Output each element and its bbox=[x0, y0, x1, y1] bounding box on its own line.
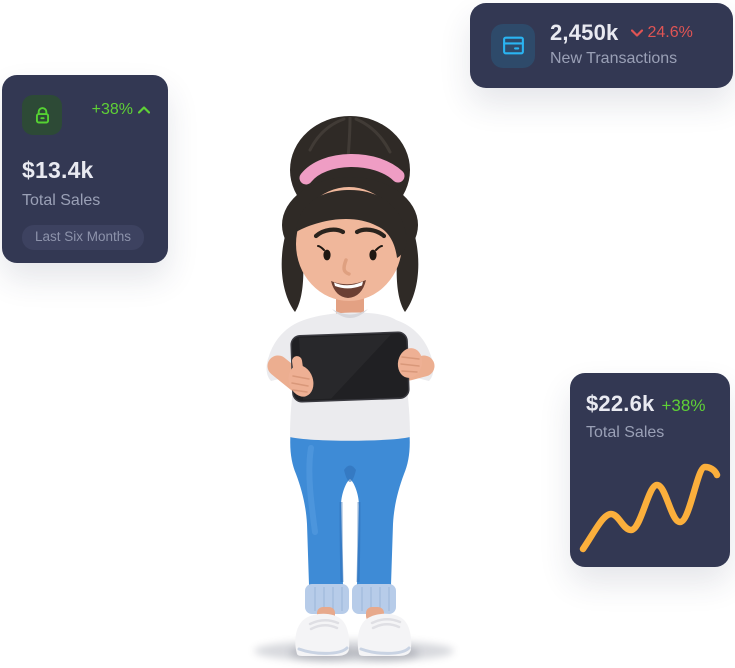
jeans bbox=[290, 428, 410, 589]
change-indicator: 24.6% bbox=[630, 24, 693, 42]
change-value: 24.6% bbox=[647, 24, 693, 42]
ground-shadow bbox=[254, 640, 454, 662]
headband bbox=[299, 154, 405, 185]
stat-value: 2,450k bbox=[550, 20, 619, 46]
eyes bbox=[323, 249, 377, 261]
hands bbox=[288, 348, 423, 397]
hair-fringe bbox=[296, 190, 407, 258]
chevron-up-icon bbox=[138, 106, 150, 114]
change-value: +38% bbox=[91, 101, 133, 118]
forearms bbox=[267, 355, 435, 394]
total-sales-card: +38% $13.4k Total Sales Last Six Months bbox=[2, 75, 168, 263]
stat-label: New Transactions bbox=[550, 50, 678, 68]
stat-label: Total Sales bbox=[22, 192, 101, 209]
change-indicator: +38% bbox=[92, 102, 150, 118]
total-sales-chart-card: $22.6k +38% Total Sales bbox=[570, 373, 730, 567]
stat-label: Total Sales bbox=[586, 424, 665, 441]
credit-card-icon bbox=[491, 23, 535, 68]
face bbox=[296, 187, 402, 301]
hair-highlights bbox=[308, 116, 392, 160]
ankle-right bbox=[366, 607, 384, 622]
eyebrows bbox=[313, 227, 387, 239]
tablet bbox=[290, 331, 410, 403]
t-shirt bbox=[266, 309, 434, 441]
chevron-down-icon bbox=[630, 29, 643, 38]
sparkline-path bbox=[579, 463, 721, 553]
sneakers bbox=[295, 613, 412, 656]
lock-icon bbox=[22, 95, 62, 135]
stat-value: $13.4k bbox=[22, 157, 94, 183]
mouth bbox=[331, 280, 366, 298]
nose bbox=[342, 258, 351, 276]
period-badge: Last Six Months bbox=[22, 225, 145, 250]
jean-cuffs bbox=[305, 584, 396, 614]
neck bbox=[336, 282, 364, 320]
hair bbox=[281, 116, 419, 312]
change-value: +38% bbox=[661, 396, 706, 415]
new-transactions-card: 2,450k 24.6% New Transactions bbox=[470, 3, 733, 88]
eyelashes bbox=[317, 245, 383, 251]
stat-value: $22.6k bbox=[586, 391, 655, 416]
ankle-left bbox=[317, 607, 335, 622]
